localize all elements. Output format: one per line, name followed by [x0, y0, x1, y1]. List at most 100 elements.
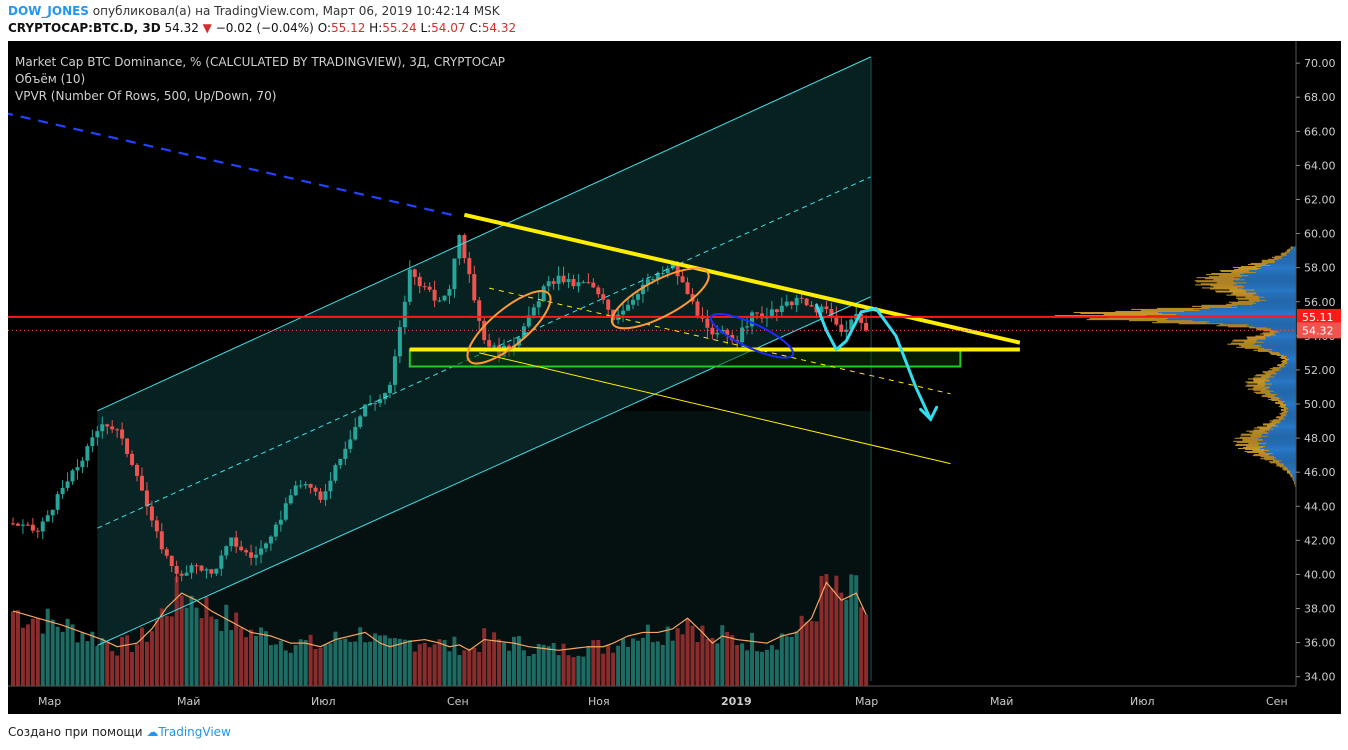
candle-body	[864, 322, 869, 331]
volume-bar	[154, 620, 159, 686]
last-price: 54.32	[164, 21, 199, 35]
volume-bar	[700, 625, 705, 686]
vpvr-row-up	[1259, 346, 1296, 348]
vpvr-row-up	[1286, 254, 1296, 256]
vpvr-row-down	[1228, 301, 1255, 303]
volume-bar	[477, 651, 482, 686]
vpvr-row-up	[1269, 389, 1296, 391]
candle-body	[392, 356, 397, 385]
candle-body	[829, 309, 834, 316]
vpvr-row-down	[1283, 469, 1289, 471]
vpvr-row-down	[1248, 442, 1267, 444]
volume-bar	[293, 645, 298, 686]
candle-body	[318, 491, 323, 500]
candle-body	[11, 523, 15, 525]
vpvr-row-down	[1282, 360, 1288, 362]
candle-body	[819, 306, 824, 313]
candle-body	[378, 399, 383, 404]
vpvr-row-up	[1290, 472, 1296, 474]
vpvr-row-down	[1287, 472, 1291, 474]
volume-bar	[65, 618, 70, 686]
volume-bar	[447, 651, 452, 686]
vpvr-row-down	[1282, 362, 1288, 364]
vpvr-row-up	[1279, 352, 1296, 354]
legend-vpvr[interactable]: VPVR (Number Of Rows, 500, Up/Down, 70)	[15, 89, 277, 103]
candle-body	[477, 300, 482, 321]
time-tick-label: Сен	[1266, 695, 1288, 708]
candle-body	[105, 424, 110, 427]
vpvr-row-up	[1288, 467, 1296, 469]
volume-bar	[690, 625, 695, 686]
candle-body	[566, 279, 571, 283]
vpvr-row-down	[1263, 423, 1276, 425]
vpvr-row-down	[1249, 327, 1267, 329]
vpvr-row-up	[1261, 434, 1296, 436]
vpvr-row-up	[1288, 469, 1296, 471]
vpvr-row-down	[1244, 451, 1265, 453]
candle-body	[745, 326, 750, 328]
vpvr-row-up	[1279, 420, 1296, 422]
low-label: L:	[420, 21, 432, 35]
vpvr-row-down	[1245, 296, 1265, 298]
vpvr-row-up	[1255, 272, 1296, 274]
price-tick-label: 46.00	[1304, 466, 1336, 479]
candle-body	[809, 305, 814, 307]
vpvr-row-up	[1272, 383, 1296, 385]
vpvr-row-down	[1152, 322, 1207, 324]
candle-body	[25, 524, 30, 526]
price-tick-label: 38.00	[1304, 603, 1336, 616]
candle-body	[383, 393, 387, 400]
vpvr-row-up	[1269, 379, 1296, 381]
vpvr-row-down	[1210, 288, 1243, 290]
chart-canvas[interactable]: 32.0034.0036.0038.0040.0042.0044.0046.00…	[8, 41, 1341, 714]
volume-bar	[864, 614, 869, 686]
low-value: 54.07	[431, 21, 466, 35]
legend-title[interactable]: Market Cap BTC Dominance, % (CALCULATED …	[15, 55, 506, 69]
vpvr-row-down	[1283, 467, 1289, 469]
vpvr-row-up	[1249, 271, 1296, 273]
vpvr-row-down	[1246, 336, 1266, 338]
brand-name[interactable]: TradingView	[158, 725, 231, 739]
volume-bar	[621, 638, 626, 686]
volume-bar	[725, 631, 730, 686]
orange-ellipse-left	[466, 290, 552, 365]
volume-bar	[556, 655, 561, 686]
vpvr-row-down	[1236, 441, 1260, 443]
vpvr-row-down	[1240, 265, 1262, 267]
candle-body	[50, 509, 55, 516]
vpvr-row-down	[1272, 369, 1282, 371]
candle-body	[338, 458, 343, 466]
volume-bar	[254, 635, 259, 686]
volume-bar	[487, 641, 492, 686]
vpvr-row-up	[1283, 417, 1296, 419]
volume-bar	[50, 619, 55, 686]
vpvr-row-up	[1279, 331, 1296, 333]
vpvr-row-up	[1244, 279, 1296, 281]
price-tag-label: 55.11	[1302, 311, 1334, 324]
vpvr-row-up	[1290, 249, 1296, 251]
vpvr-row-up	[1269, 455, 1296, 457]
vpvr-row-down	[1291, 476, 1293, 478]
vpvr-row-up	[1287, 468, 1296, 470]
time-tick-label: Сен	[447, 695, 469, 708]
vpvr-row-up	[1269, 387, 1296, 389]
vpvr-row-down	[1280, 405, 1287, 407]
vpvr-row-down	[1283, 408, 1289, 410]
candle-body	[80, 460, 85, 468]
candle-body	[631, 299, 635, 305]
candle-body	[645, 279, 650, 285]
legend-volume[interactable]: Объём (10)	[15, 72, 86, 86]
candle-body	[824, 306, 829, 310]
volume-bar	[551, 642, 556, 686]
author-name[interactable]: DOW_JONES	[8, 4, 89, 18]
tradingview-logo-icon: ☁	[146, 725, 159, 739]
vpvr-row-up	[1239, 278, 1296, 280]
chart-area[interactable]: 32.0034.0036.0038.0040.0042.0044.0046.00…	[8, 41, 1341, 714]
volume-bar	[234, 612, 239, 686]
vpvr-row-up	[1237, 283, 1296, 285]
vpvr-row-down	[1216, 291, 1247, 293]
candle-body	[278, 519, 283, 525]
vpvr-row-up	[1166, 319, 1296, 321]
vpvr-row-up	[1242, 276, 1296, 278]
vpvr-row-up	[1281, 256, 1296, 258]
